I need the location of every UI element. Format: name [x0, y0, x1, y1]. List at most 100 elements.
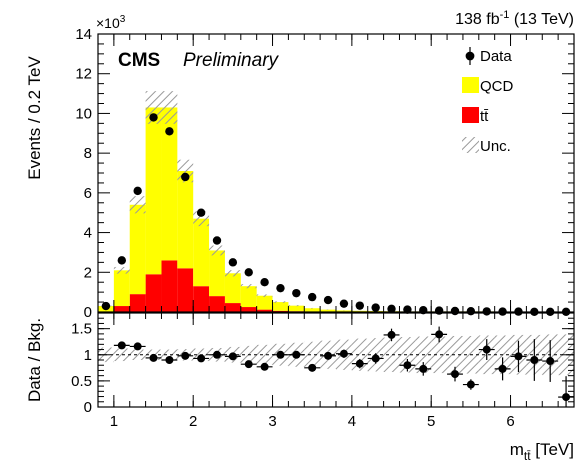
data-point-13 [308, 292, 317, 302]
ytick-label-main-0: 0 [84, 304, 92, 321]
ratio-point-8 [244, 360, 253, 369]
ratio-point-17 [387, 330, 396, 339]
ytick-label-main-3: 6 [84, 185, 92, 202]
data-point-14 [323, 295, 333, 305]
bar-ttbar-2 [129, 294, 146, 312]
unc-band-11 [272, 301, 289, 303]
data-point-1 [117, 256, 127, 265]
ratio-point-23 [482, 345, 491, 354]
main-stack [98, 107, 574, 312]
legend: Data QCD tt̄ Unc. [462, 47, 514, 155]
ratio-band-10 [256, 344, 273, 365]
main-axes: 0 2 4 6 8 10 12 14 [75, 26, 575, 321]
bar-qcd-6 [193, 218, 210, 287]
data-point-5 [181, 172, 190, 182]
ratio-point-0 [117, 341, 126, 350]
y-exponent-sup: 3 [120, 14, 126, 25]
unc-band-8 [224, 270, 241, 277]
ratio-point-24 [498, 364, 507, 373]
legend-entry-data: Data [465, 47, 512, 65]
lumi-value: 138 fb [455, 11, 500, 28]
ratio-point-2 [149, 353, 158, 362]
unc-band-2 [129, 196, 146, 214]
xtick-label-2: 3 [268, 413, 276, 430]
ratio-point-27 [546, 357, 555, 366]
bar-qcd-1 [113, 270, 130, 307]
bar-qcd-4 [161, 107, 178, 261]
ytick-label-ratio-3: 1.5 [71, 321, 92, 338]
ytick-label-main-5: 10 [75, 105, 92, 122]
ratio-band-4 [161, 349, 178, 360]
x-axis-title: mtt̄ [TeV] [510, 440, 574, 463]
bar-ttbar-7 [209, 296, 225, 312]
bar-ttbar-5 [177, 268, 194, 312]
ytick-label-main-4: 8 [84, 145, 92, 162]
unc-band-6 [193, 211, 210, 227]
data-point-7 [212, 236, 222, 245]
data-point-9 [244, 268, 253, 277]
data-point-22 [450, 306, 460, 316]
bar-qcd-9 [240, 286, 257, 308]
unc-band-12 [288, 305, 305, 307]
bar-ttbar-3 [145, 274, 162, 312]
data-point-23 [466, 307, 476, 316]
ytick-label-main-2: 4 [84, 225, 92, 242]
data-point-0 [101, 301, 111, 311]
legend-data-label: Data [480, 48, 512, 65]
data-point-17 [371, 303, 380, 312]
ratio-point-22 [466, 380, 475, 389]
y-exponent: ×103 [96, 14, 126, 31]
ratio-point-7 [228, 352, 237, 361]
ratio-band-19 [399, 337, 416, 373]
ratio-point-21 [451, 370, 459, 379]
bar-ttbar-4 [161, 260, 178, 312]
xtick-label-0: 1 [110, 413, 118, 430]
bar-qcd-13 [304, 308, 321, 312]
x-axis-title-sub: tt̄ [524, 449, 531, 463]
bar-ttbar-8 [224, 303, 241, 312]
ytick-label-ratio-2: 1 [84, 347, 92, 364]
y-axis-title-main: Events / 0.2 TeV [25, 56, 44, 180]
legend-entry-qcd: QCD [462, 77, 514, 95]
xtick-label-3: 4 [348, 413, 356, 430]
bar-qcd-11 [272, 302, 289, 311]
ratio-axes: 0 0.5 1 1.5 1 2 3 4 5 6 [71, 313, 575, 430]
data-point-12 [292, 288, 301, 298]
bar-ttbar-10 [256, 309, 273, 312]
unc-band-4 [161, 91, 178, 124]
data-point-15 [339, 299, 349, 308]
ratio-band-18 [383, 337, 400, 373]
preliminary-label: Preliminary [183, 50, 280, 71]
lumi-energy: (13 TeV) [509, 11, 574, 28]
lumi-sup: -1 [500, 9, 510, 21]
bar-qcd-2 [129, 204, 146, 295]
bar-qcd-12 [288, 305, 305, 312]
bar-qcd-5 [177, 171, 194, 269]
bar-qcd-15 [336, 310, 352, 312]
ratio-band-13 [304, 341, 321, 368]
ratio-point-16 [371, 354, 380, 363]
cms-label: CMS [118, 50, 160, 71]
unc-band-9 [240, 284, 257, 289]
ratio-point-26 [530, 356, 539, 364]
ratio-point-9 [260, 362, 269, 371]
y-axis-title-ratio: Data / Bkg. [25, 318, 44, 402]
ytick-label-main-1: 2 [84, 264, 92, 281]
legend-unc-swatch [462, 137, 479, 153]
xtick-label-5: 6 [506, 413, 514, 430]
ratio-band-1 [113, 348, 130, 362]
data-point-24 [482, 307, 491, 316]
main-uncertainty [98, 91, 574, 312]
unc-band-10 [256, 294, 273, 298]
legend-ttbar-label: tt̄ [480, 108, 489, 125]
data-point-8 [228, 258, 238, 267]
ratio-band-2 [129, 349, 146, 360]
data-point-6 [196, 208, 206, 217]
ratio-point-14 [339, 349, 348, 358]
bar-ttbar-9 [240, 307, 257, 312]
bar-qcd-16 [351, 310, 368, 312]
legend-qcd-swatch [462, 77, 479, 93]
ratio-point-5 [197, 354, 206, 363]
ratio-point-15 [355, 359, 364, 368]
